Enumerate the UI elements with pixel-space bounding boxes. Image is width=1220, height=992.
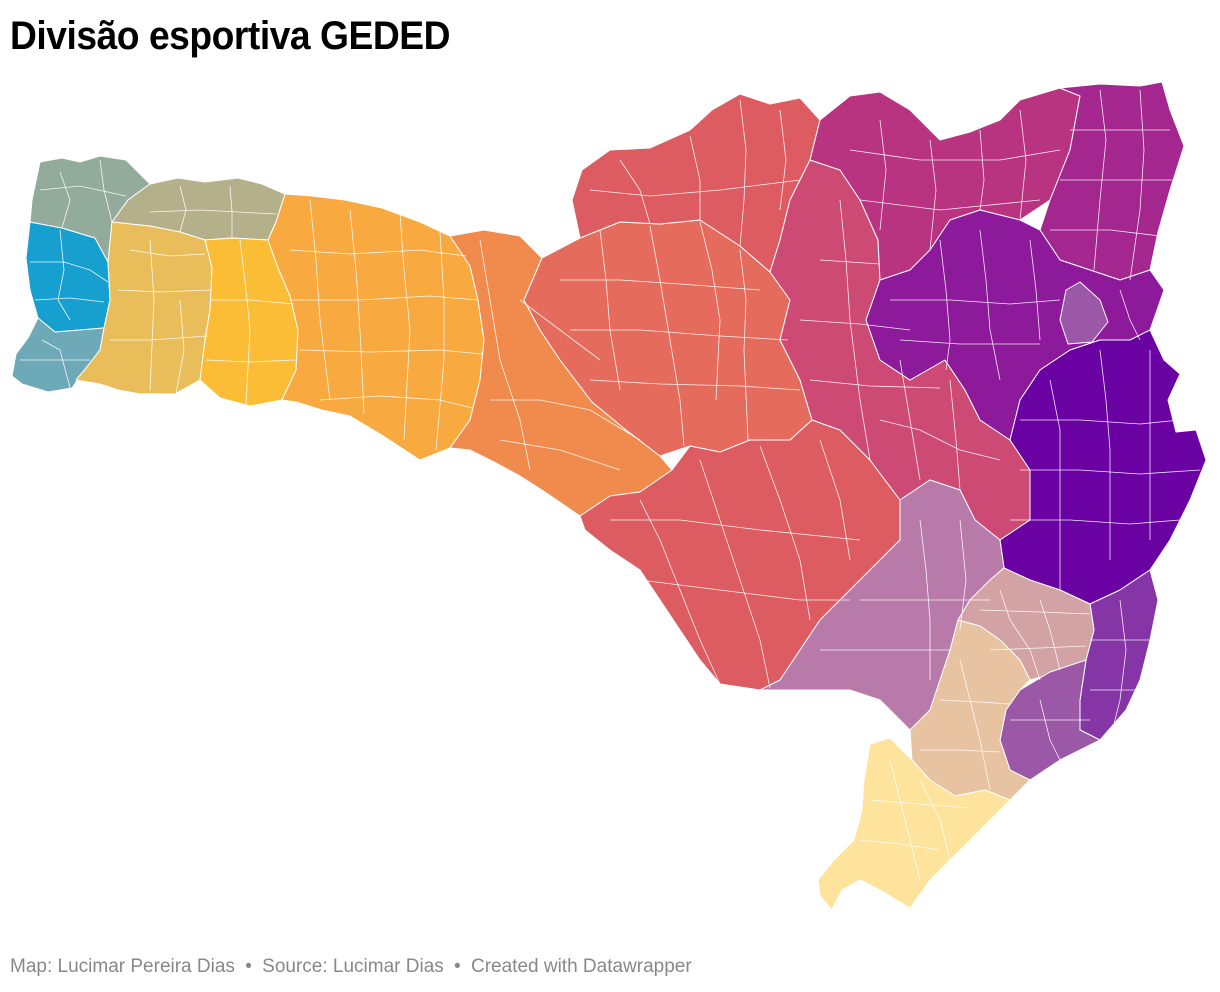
footer-credits: Map: Lucimar Pereira Dias • Source: Luci…	[10, 956, 692, 978]
region-peach[interactable]	[909, 619, 1031, 801]
region-lavender[interactable]	[1059, 281, 1109, 345]
region-red-coral-north[interactable]	[571, 93, 821, 273]
map-credit: Map: Lucimar Pereira Dias	[10, 956, 235, 977]
state-map	[11, 81, 1207, 911]
source-credit: Source: Lucimar Dias	[262, 956, 444, 977]
separator: •	[245, 956, 252, 977]
separator: •	[454, 956, 461, 977]
map-container	[0, 68, 1220, 928]
created-with-credit: Created with Datawrapper	[470, 956, 692, 977]
region-orange-light[interactable]	[267, 193, 485, 461]
municipality-borders	[20, 89, 1201, 881]
map-title: Divisão esportiva GEDED	[10, 14, 450, 58]
region-pale-yellow[interactable]	[817, 737, 1011, 911]
